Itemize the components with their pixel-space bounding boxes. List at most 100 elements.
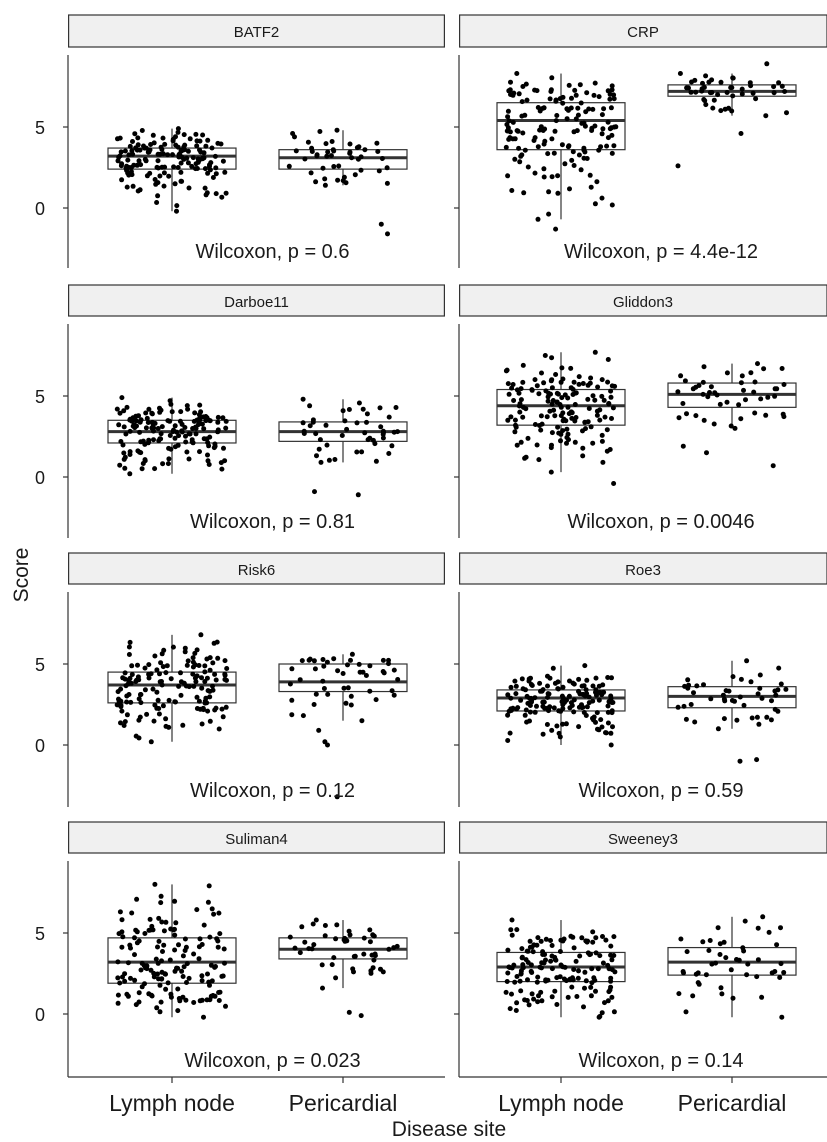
data-point — [539, 370, 544, 376]
data-point — [318, 459, 324, 465]
data-point — [374, 140, 380, 146]
data-point — [540, 731, 546, 737]
data-point — [196, 663, 202, 668]
data-point — [519, 99, 525, 105]
data-point — [328, 153, 334, 159]
data-point — [601, 106, 607, 112]
data-point — [310, 921, 316, 927]
data-point — [509, 932, 515, 938]
data-point — [556, 708, 562, 714]
data-point — [516, 390, 522, 396]
data-point — [150, 686, 156, 692]
data-point — [723, 688, 729, 694]
data-point — [552, 988, 558, 994]
data-point — [312, 489, 317, 495]
data-point — [608, 696, 614, 702]
data-point — [513, 1008, 519, 1013]
panel-gliddon3: Gliddon3 Wilcoxon, p = 0.0046 — [454, 284, 827, 538]
data-point — [592, 201, 598, 207]
data-point — [588, 375, 594, 381]
data-point — [207, 163, 212, 169]
data-point — [180, 974, 186, 979]
data-point — [585, 950, 591, 956]
data-point — [359, 449, 365, 455]
data-point — [215, 419, 221, 425]
data-point — [605, 119, 611, 125]
data-point — [701, 84, 707, 90]
data-point — [155, 697, 161, 703]
data-point — [172, 898, 178, 904]
data-point — [147, 916, 153, 922]
data-point — [384, 180, 390, 186]
data-point — [161, 942, 167, 948]
data-point — [744, 972, 750, 978]
data-point — [549, 943, 555, 948]
data-point — [609, 708, 615, 714]
data-point — [572, 439, 578, 445]
data-point — [729, 698, 735, 703]
data-point — [517, 978, 523, 984]
data-point — [204, 190, 210, 196]
panel-title: Roe3 — [625, 562, 661, 579]
data-point — [544, 722, 550, 727]
data-point — [571, 697, 577, 703]
data-point — [181, 156, 187, 162]
data-point — [122, 670, 128, 676]
data-point — [509, 991, 514, 997]
data-point — [513, 691, 519, 697]
data-point — [605, 720, 611, 726]
data-point — [572, 402, 578, 407]
data-point — [517, 401, 523, 407]
data-point — [364, 419, 369, 425]
data-point — [179, 968, 185, 974]
data-point — [680, 401, 686, 406]
data-point — [774, 386, 780, 392]
data-point — [576, 968, 581, 974]
data-point — [313, 691, 319, 697]
data-point — [586, 694, 592, 700]
data-point — [122, 465, 128, 471]
data-point — [158, 660, 164, 666]
data-point — [200, 132, 206, 138]
data-point — [505, 114, 511, 120]
wilcoxon-annotation: Wilcoxon, p = 0.59 — [578, 780, 743, 802]
data-point — [515, 705, 521, 711]
data-point — [529, 944, 535, 950]
data-point — [706, 948, 712, 953]
data-point — [737, 694, 743, 700]
data-point — [224, 677, 229, 683]
data-point — [571, 129, 577, 135]
data-point — [570, 934, 576, 940]
data-point — [336, 163, 342, 169]
panel-roe3: Roe3 Wilcoxon, p = 0.59 — [454, 552, 827, 807]
data-point — [148, 142, 154, 147]
data-point — [220, 714, 226, 720]
data-point — [717, 941, 723, 947]
data-point — [581, 710, 587, 715]
data-point — [220, 415, 226, 421]
data-point — [176, 433, 182, 439]
data-point — [766, 929, 772, 935]
data-point — [367, 927, 373, 933]
data-point — [606, 401, 612, 407]
data-point — [169, 409, 175, 415]
data-point — [528, 675, 533, 681]
data-point — [776, 80, 782, 86]
data-point — [156, 915, 162, 921]
data-point — [506, 136, 512, 142]
group-lymph-node — [496, 917, 626, 1020]
data-point — [584, 691, 590, 696]
data-point — [604, 427, 610, 433]
data-point — [137, 429, 143, 435]
data-point — [608, 105, 614, 111]
data-point — [548, 87, 554, 93]
data-point — [585, 382, 591, 388]
data-point — [550, 398, 556, 403]
data-point — [184, 449, 190, 455]
data-point — [548, 938, 553, 943]
data-point — [595, 726, 600, 732]
data-point — [596, 697, 602, 703]
panel-strip — [459, 284, 827, 317]
panel-strip — [459, 821, 827, 854]
data-point — [592, 397, 598, 403]
